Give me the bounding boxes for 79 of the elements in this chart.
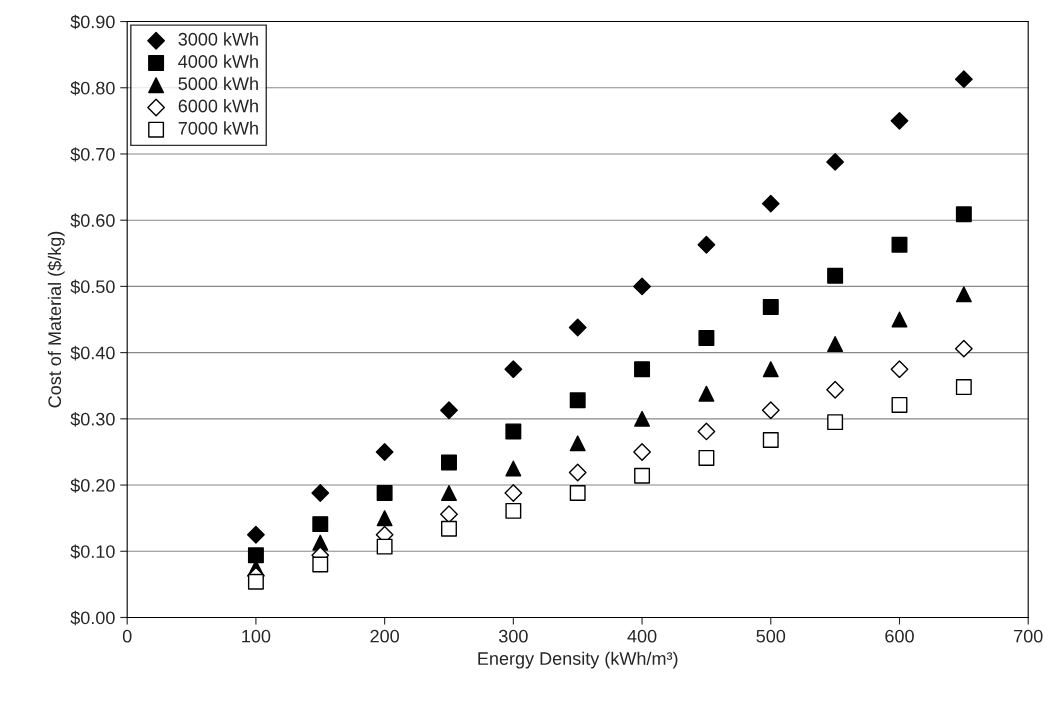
point <box>761 401 780 420</box>
point <box>891 311 908 328</box>
point <box>761 194 780 213</box>
point <box>634 467 651 484</box>
point <box>312 516 329 533</box>
point <box>568 463 587 482</box>
legend-label: 7000 kWh <box>178 121 258 135</box>
y-tick-label: $0.50 <box>70 279 115 295</box>
point <box>247 547 264 564</box>
x-tick-label: 100 <box>242 629 271 643</box>
point <box>826 153 845 171</box>
x-axis-title: Energy Density (kWh/m³) <box>478 651 678 669</box>
legend-label: 3000 kWh <box>178 32 258 46</box>
point <box>698 330 715 347</box>
point <box>698 385 715 402</box>
point <box>827 336 844 352</box>
point <box>312 556 329 573</box>
point <box>890 111 909 130</box>
y-tick-label: $0.80 <box>70 80 115 96</box>
legend-label: 4000 kWh <box>178 54 258 68</box>
point <box>955 379 972 396</box>
x-tick-label: 400 <box>627 629 657 643</box>
point <box>376 510 393 527</box>
point <box>698 449 715 466</box>
point <box>634 361 651 378</box>
legend-label: 6000 kWh <box>178 99 258 113</box>
point <box>504 360 523 379</box>
point <box>505 460 522 477</box>
point <box>311 484 330 502</box>
point <box>762 361 779 378</box>
y-axis-title: Cost of Material ($/kg) <box>47 231 65 408</box>
point <box>634 410 651 427</box>
y-tick-label: $0.10 <box>70 544 115 560</box>
y-tick-label: $0.30 <box>70 412 115 427</box>
point <box>955 206 972 223</box>
y-tick-label: $0.00 <box>70 610 115 626</box>
point <box>441 454 457 471</box>
point <box>891 396 908 413</box>
point <box>376 485 393 501</box>
point <box>955 286 972 303</box>
point <box>505 502 522 519</box>
point <box>697 422 716 441</box>
point <box>827 267 844 284</box>
point <box>569 392 586 409</box>
point <box>247 573 264 590</box>
y-tick-label: $0.90 <box>70 14 115 30</box>
legend-label: 5000 kWh <box>178 76 258 91</box>
x-tick-label: 200 <box>370 629 399 643</box>
point <box>569 485 586 501</box>
point <box>569 435 586 452</box>
point <box>891 236 908 253</box>
point <box>441 520 457 537</box>
point <box>826 380 845 399</box>
x-tick-label: 600 <box>885 629 914 643</box>
point <box>762 298 779 315</box>
point <box>633 277 651 296</box>
point <box>441 485 457 501</box>
point <box>890 360 909 379</box>
y-tick-label: $0.60 <box>70 213 115 228</box>
x-tick-label: 300 <box>498 629 528 643</box>
point <box>375 443 394 461</box>
x-tick-label: 700 <box>1014 629 1043 643</box>
point <box>633 443 651 461</box>
point <box>568 318 587 337</box>
point <box>505 423 522 440</box>
point <box>697 235 716 254</box>
point <box>827 414 844 431</box>
point <box>504 484 523 502</box>
x-tick-label: 0 <box>122 629 132 643</box>
y-tick-label: $0.70 <box>70 147 115 162</box>
x-tick-label: 500 <box>756 629 786 643</box>
point <box>954 70 973 89</box>
point <box>440 401 458 420</box>
point <box>247 525 265 544</box>
point <box>954 339 973 358</box>
y-tick-label: $0.20 <box>70 478 115 493</box>
point <box>762 432 779 449</box>
y-tick-label: $0.40 <box>70 345 115 361</box>
point <box>376 538 393 555</box>
